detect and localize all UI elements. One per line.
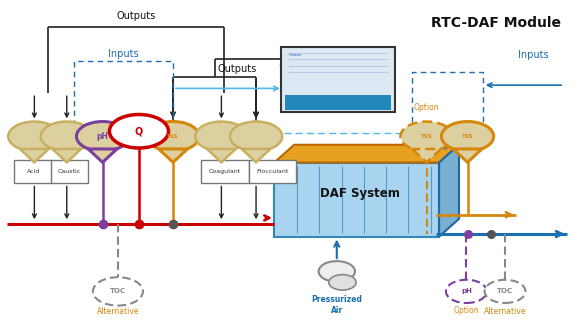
Polygon shape — [439, 145, 459, 237]
Text: Alternative: Alternative — [97, 307, 139, 316]
Polygon shape — [207, 149, 236, 162]
Circle shape — [446, 280, 487, 303]
Circle shape — [93, 277, 143, 305]
Circle shape — [40, 122, 93, 151]
Text: DAF System: DAF System — [320, 187, 399, 200]
Circle shape — [484, 280, 525, 303]
Text: TOC: TOC — [497, 288, 513, 294]
Text: Claros: Claros — [288, 53, 302, 57]
Text: Alternative: Alternative — [484, 307, 527, 316]
Circle shape — [318, 261, 355, 282]
Text: Outputs: Outputs — [218, 64, 257, 74]
FancyBboxPatch shape — [274, 162, 439, 237]
Text: TOC: TOC — [110, 288, 126, 294]
FancyBboxPatch shape — [281, 47, 395, 112]
FancyBboxPatch shape — [51, 160, 88, 183]
Text: Acid: Acid — [27, 169, 40, 174]
Text: Inputs: Inputs — [517, 50, 548, 60]
Text: Q: Q — [135, 126, 143, 136]
Circle shape — [401, 122, 453, 151]
Polygon shape — [274, 145, 459, 162]
Text: pH: pH — [97, 132, 109, 141]
FancyBboxPatch shape — [202, 160, 249, 183]
Text: Outputs: Outputs — [117, 11, 155, 21]
Polygon shape — [453, 149, 482, 162]
Text: RTC-DAF Module: RTC-DAF Module — [431, 16, 561, 30]
Circle shape — [195, 122, 247, 151]
Polygon shape — [242, 149, 271, 162]
FancyBboxPatch shape — [14, 160, 52, 183]
Text: TSS: TSS — [167, 134, 179, 139]
Text: Inputs: Inputs — [108, 49, 139, 59]
Circle shape — [8, 122, 61, 151]
Polygon shape — [159, 149, 187, 162]
Polygon shape — [20, 149, 49, 162]
Polygon shape — [412, 149, 441, 162]
Text: TSS: TSS — [462, 134, 473, 139]
Circle shape — [109, 114, 169, 148]
FancyBboxPatch shape — [285, 95, 391, 110]
Circle shape — [230, 122, 282, 151]
Circle shape — [147, 122, 199, 151]
Text: Coagulant: Coagulant — [209, 169, 241, 174]
Polygon shape — [53, 149, 81, 162]
Polygon shape — [88, 149, 117, 162]
Circle shape — [76, 122, 129, 151]
Text: Option: Option — [454, 306, 479, 315]
Text: Pressurized
Air: Pressurized Air — [312, 295, 362, 315]
Circle shape — [442, 122, 494, 151]
Text: Flocculant: Flocculant — [257, 169, 289, 174]
Text: TSS: TSS — [421, 134, 432, 139]
Text: pH: pH — [461, 288, 472, 294]
Text: Caustic: Caustic — [58, 169, 81, 174]
Text: Option: Option — [414, 103, 439, 111]
FancyBboxPatch shape — [249, 160, 297, 183]
Circle shape — [329, 275, 356, 290]
